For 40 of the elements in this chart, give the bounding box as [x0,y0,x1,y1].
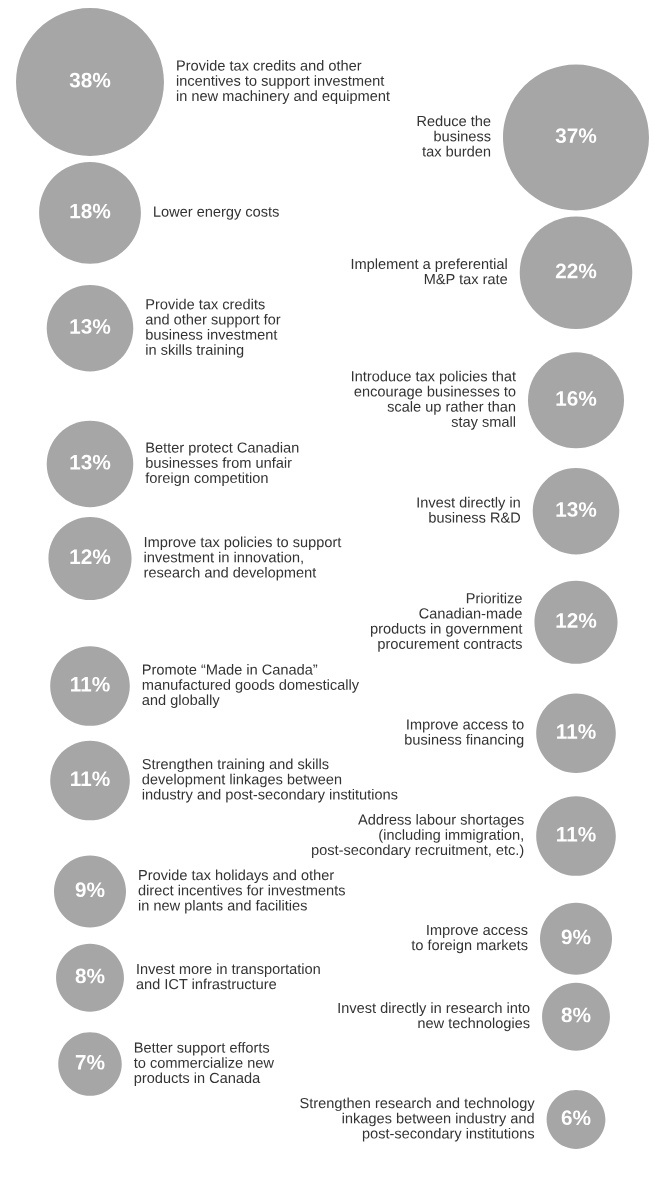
category-label: Lower energy costs [154,206,279,220]
category-label: Provide tax credits and other incentives to support investment in new machinery and equipment [176,60,390,104]
data-label: 37% [555,128,597,144]
data-label: 9% [75,882,105,898]
category-label: Strengthen training and skills development linkages between industry and post-secondary institutions [142,758,398,803]
category-label: Provide tax holidays and other direct incentives for investments in new plants and facilities [138,869,345,914]
category-label: Address labour shortages (including immigration, post-secondary recruitment, etc.) [312,814,524,858]
data-label: 8% [75,968,105,984]
category-label: Provide tax credits and other support for business investment in skills training [145,298,281,358]
data-label: 18% [70,203,111,219]
category-label: Better support efforts to commercialize new products in Canada [133,1042,274,1086]
category-label: Invest directly in business R&D [417,496,521,523]
category-label: Reduce the business tax burden [417,115,491,157]
data-label: 16% [556,391,597,406]
data-label: 13% [70,454,111,470]
category-label: Invest directly in research into new technologies [338,1002,530,1032]
data-label: 6% [561,1110,591,1126]
data-label: 13% [70,319,111,334]
data-label: 9% [561,929,591,945]
category-label: Improve tax policies to support investment in innovation, research and development [144,536,342,581]
data-label: 11% [557,724,596,739]
category-label: Implement a preferential M&P tax rate [351,258,508,285]
category-label: Strengthen research and technology inkages between industry and post-secondary institutions [300,1097,535,1142]
data-label: 12% [556,613,597,628]
category-label: Introduce tax policies that encourage businesses to scale up rather than stay small [351,370,516,430]
data-label: 11% [557,826,596,842]
category-label: Promote “Made in Canada” manufactured goods domestically and globally [142,664,360,708]
category-label: Improve access to foreign markets [411,924,528,954]
category-label: Improve access to business financing [405,719,524,748]
data-label: 38% [69,72,111,88]
data-label: 13% [556,502,597,517]
data-label: 11% [71,771,110,787]
data-label: 11% [71,676,110,692]
data-label: 12% [70,549,111,565]
category-label: Better protect Canadian businesses from unfair foreign competition [145,442,299,486]
category-label: Invest more in transportation and ICT infrastructure [136,963,320,990]
data-label: 7% [75,1054,105,1070]
category-label: Prioritize Canadian-made products in government procurement contracts [370,592,523,652]
data-label: 8% [561,1007,591,1023]
data-label: 22% [555,263,597,279]
